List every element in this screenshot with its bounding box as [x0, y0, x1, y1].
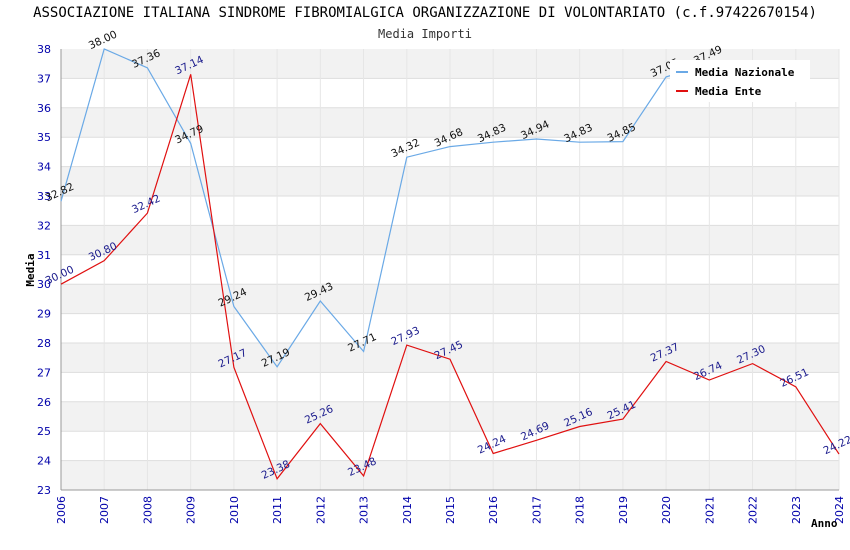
x-axis-label: Anno [811, 517, 838, 530]
y-tick-label: 30 [37, 278, 51, 291]
y-tick-label: 32 [37, 219, 51, 232]
legend-entry: Media Ente [695, 85, 762, 98]
x-tick-label: 2024 [833, 496, 846, 524]
series-lines [60, 48, 840, 481]
x-tick-label: 2006 [55, 496, 68, 524]
y-tick-label: 34 [37, 161, 51, 174]
x-tick-label: 2023 [790, 496, 803, 524]
x-tick-label: 2010 [228, 496, 241, 524]
y-tick-label: 29 [37, 308, 51, 321]
y-tick-label: 38 [37, 43, 51, 56]
data-label: 34.32 [389, 137, 421, 161]
y-tick-label: 35 [37, 131, 51, 144]
y-tick-label: 36 [37, 102, 51, 115]
x-tick-label: 2022 [747, 496, 760, 524]
y-axis-label: Media [24, 253, 37, 286]
y-tick-label: 26 [37, 396, 51, 409]
x-tick-label: 2017 [530, 496, 543, 524]
y-tick-label: 27 [37, 366, 51, 379]
y-tick-labels: 23 24 25 26 27 28 29 30 31 32 33 34 35 36 37 38 [37, 43, 51, 497]
x-tick-label: 2008 [141, 496, 154, 524]
x-tick-label: 2011 [271, 496, 284, 524]
series-line-media-ente [60, 74, 840, 481]
x-tick-label: 2012 [314, 496, 327, 524]
chart-title: ASSOCIAZIONE ITALIANA SINDROME FIBROMIAL… [33, 5, 817, 21]
x-tick-label: 2015 [444, 496, 457, 524]
data-label: 24.24 [476, 433, 509, 457]
legend-entry: Media Nazionale [695, 66, 795, 79]
x-tick-label: 2013 [358, 496, 371, 524]
y-tick-label: 23 [37, 484, 51, 497]
legend-box [670, 60, 810, 102]
x-tick-label: 2009 [185, 496, 198, 524]
y-tick-label: 33 [37, 190, 51, 203]
y-tick-label: 28 [37, 337, 51, 350]
x-tick-labels: 2006 2007 2008 2009 2010 2011 2012 2013 2014 2015… [55, 496, 846, 524]
data-label: 32.82 [44, 181, 76, 205]
y-tick-label: 31 [37, 249, 51, 262]
grid-bands [60, 49, 840, 491]
y-tick-label: 25 [37, 425, 51, 438]
x-tick-label: 2020 [660, 496, 673, 524]
x-tick-label: 2018 [574, 496, 587, 524]
y-tick-label: 37 [37, 72, 51, 85]
series-line-media-nazionale [60, 48, 710, 368]
x-tick-label: 2016 [487, 496, 500, 524]
x-tick-label: 2021 [703, 496, 716, 524]
x-tick-label: 2007 [98, 496, 111, 524]
x-tick-label: 2014 [401, 496, 414, 524]
x-tick-label: 2019 [617, 496, 630, 524]
y-tick-label: 24 [37, 455, 51, 468]
axes [60, 49, 839, 491]
data-label: 38.00 [87, 28, 119, 52]
chart-subtitle: Media Importi [378, 27, 472, 41]
legend: Media Nazionale Media Ente [670, 60, 810, 102]
data-label: 24.22 [822, 434, 850, 458]
